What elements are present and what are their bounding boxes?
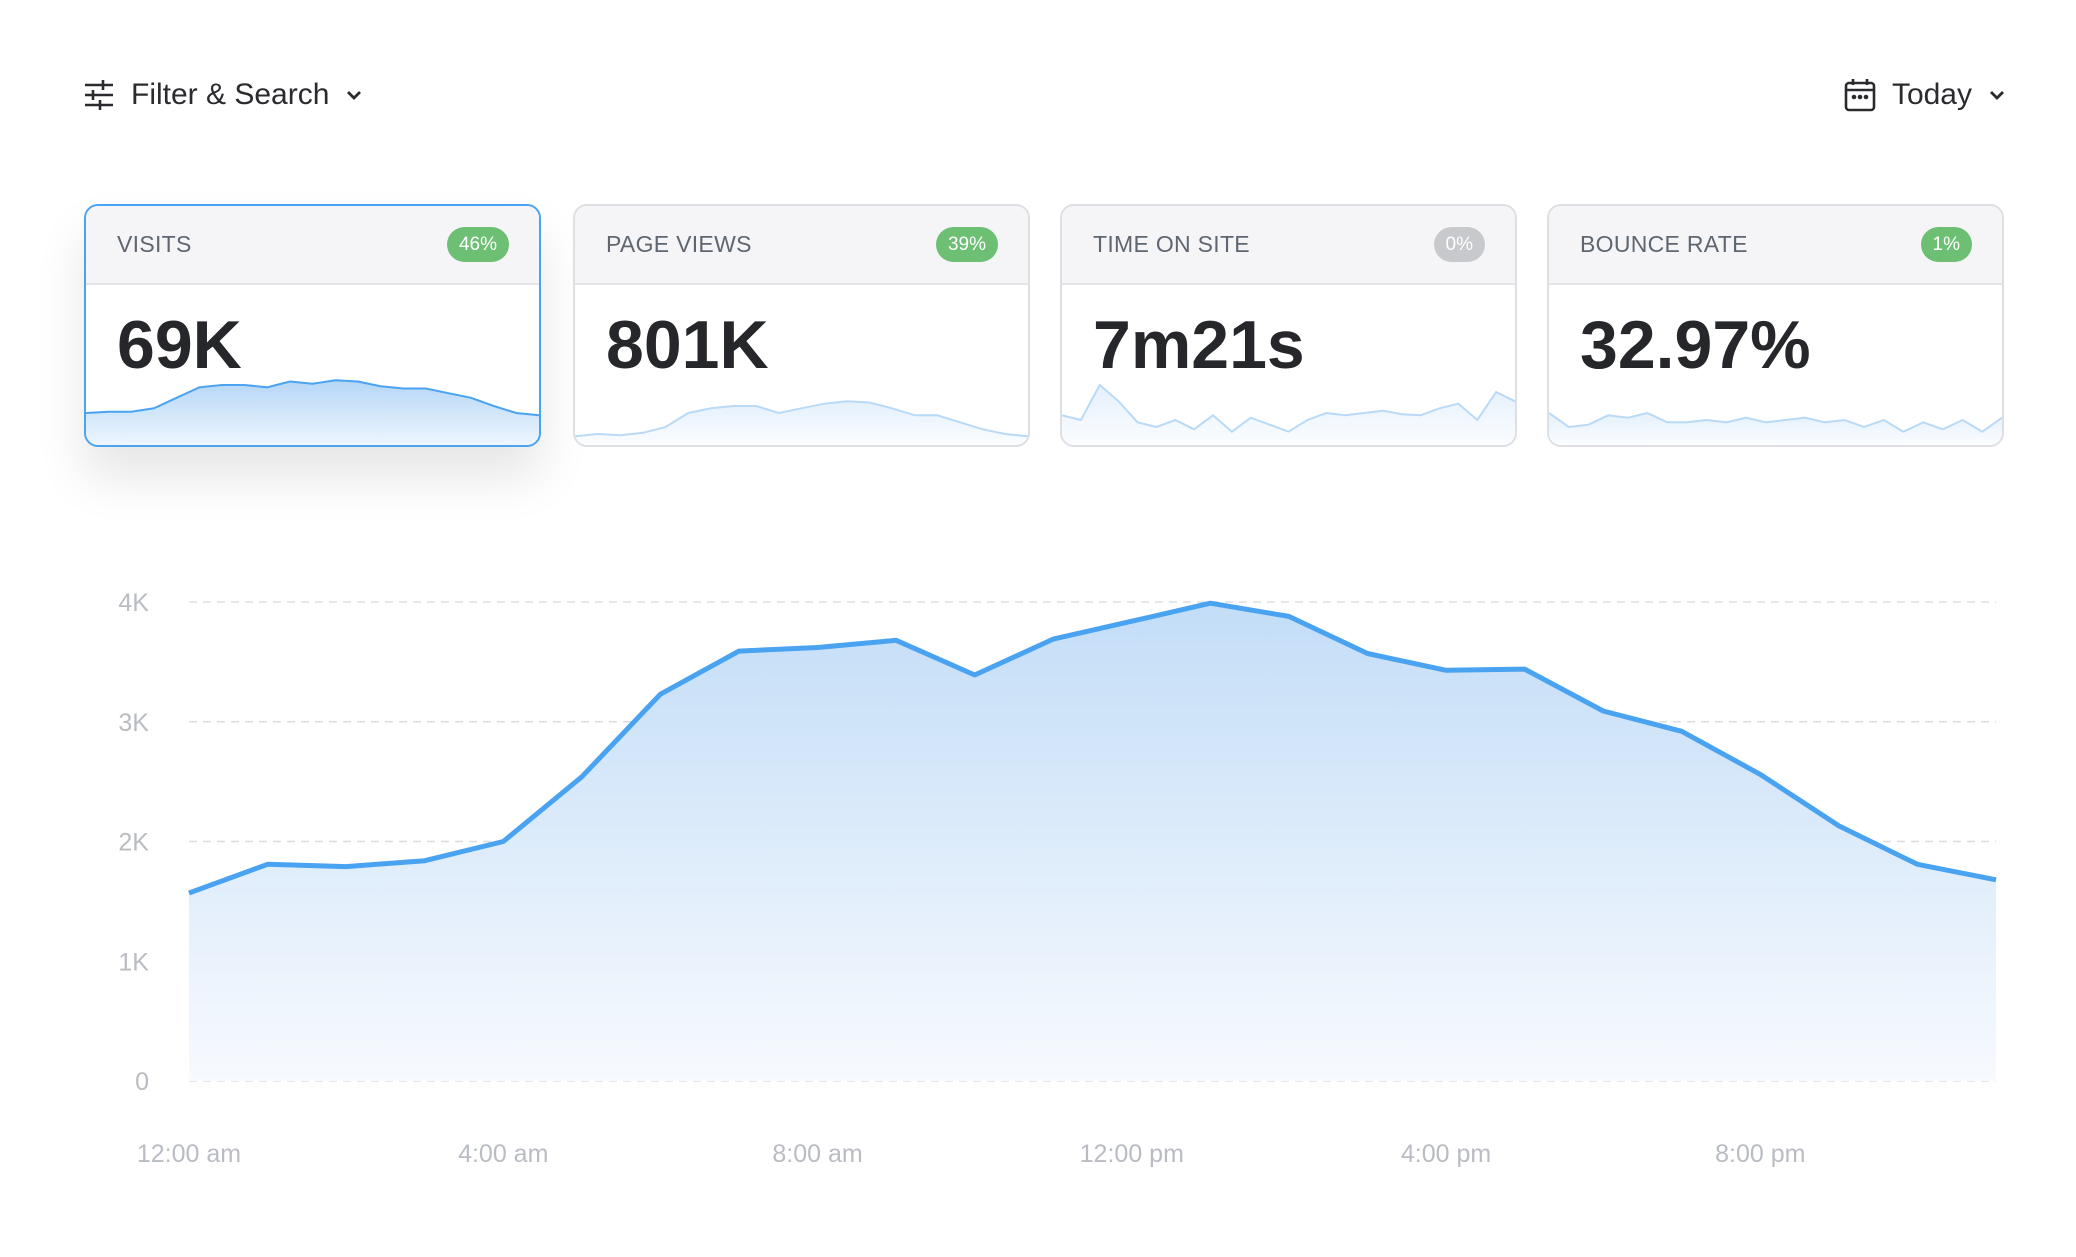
sparkline-line (1549, 411, 2002, 433)
card-value: 7m21s (1093, 307, 1305, 383)
y-tick-label: 0 (135, 1068, 149, 1096)
card-label: TIME ON SITE (1093, 231, 1250, 257)
x-tick-label: 12:00 pm (1080, 1140, 1184, 1168)
change-text: 39% (947, 233, 986, 255)
sparkline-area (575, 401, 1028, 445)
sparkline-area (1062, 385, 1515, 445)
sparkline-line (1062, 383, 1515, 433)
chevron (347, 91, 362, 100)
card-label: VISITS (117, 231, 192, 257)
metric-card[interactable]: VISITS 46% 69K (84, 204, 541, 447)
sparkline-area (86, 380, 539, 445)
x-tick-label: 4:00 am (458, 1140, 548, 1168)
filter-button[interactable]: Filter & Search (83, 78, 363, 112)
card-value: 32.97% (1580, 307, 1811, 383)
y-tick-label: 4K (118, 589, 149, 617)
filter-label: Filter & Search (131, 78, 330, 111)
filter-icon (85, 80, 113, 110)
change-badge: 39% (576, 227, 998, 444)
card-header: PAGE VIEWS 39% (575, 206, 1028, 444)
x-tick-label: 12:00 am (137, 1140, 241, 1168)
card-value: 801K (606, 307, 769, 383)
change-badge: 46% (87, 227, 509, 444)
date-picker[interactable]: Today (1844, 78, 2006, 112)
area-line (188, 600, 1997, 896)
change-text: 46% (458, 233, 497, 255)
x-tick-label: 8:00 am (772, 1140, 862, 1168)
x-tick-label: 8:00 pm (1715, 1140, 1805, 1168)
card-label: BOUNCE RATE (1580, 231, 1748, 257)
metric-card[interactable]: BOUNCE RATE 1% 32.97% (1547, 204, 2004, 447)
card-header: BOUNCE RATE 1% (1549, 206, 2002, 445)
y-tick-label: 1K (118, 948, 149, 976)
calendar-icon (1844, 79, 1876, 112)
sparkline (575, 400, 1028, 445)
card-header: VISITS 46% (86, 206, 539, 444)
card-value: 69K (117, 307, 242, 383)
metric-card[interactable]: PAGE VIEWS 39% 801K (573, 204, 1030, 447)
change-badge: 0% (1433, 227, 1485, 262)
sparkline (86, 379, 539, 445)
area-fill (189, 603, 1996, 1081)
sparkline-area (1549, 413, 2002, 445)
change-badge: 1% (1550, 227, 1972, 445)
sparkline-line (575, 400, 1028, 438)
card-label: PAGE VIEWS (606, 231, 752, 257)
change-text: 0% (1445, 233, 1473, 255)
metric-card[interactable]: TIME ON SITE 0% 7m21s (1060, 204, 1517, 447)
chevron (1990, 91, 2004, 100)
change-text: 1% (1932, 233, 1960, 255)
x-tick-label: 4:00 pm (1401, 1140, 1491, 1168)
sparkline (1062, 383, 1515, 445)
date-label: Today (1891, 78, 1972, 111)
card-header: TIME ON SITE 0% (1062, 206, 1515, 285)
y-tick-label: 3K (118, 709, 149, 737)
sparkline-line (86, 379, 539, 417)
sparkline (1549, 411, 2002, 445)
y-tick-label: 2K (118, 829, 149, 857)
